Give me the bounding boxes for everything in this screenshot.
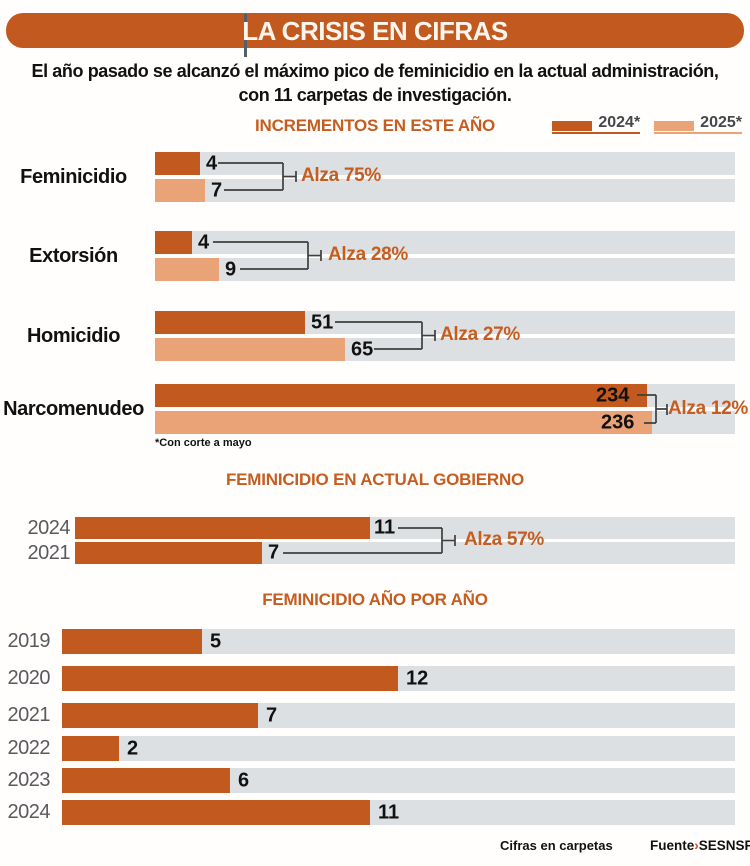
bar-feminicidio-2024 bbox=[155, 152, 200, 175]
legend-item-2024: 2024* bbox=[552, 114, 641, 134]
source-arrow-icon: › bbox=[694, 838, 699, 853]
section-title-anio-por-anio: FEMINICIDIO AÑO POR AÑO bbox=[262, 590, 488, 609]
bar-track: 4 bbox=[155, 152, 735, 175]
bar-feminicidio-2025 bbox=[155, 179, 205, 202]
section-title-incrementos: INCREMENTOS EN ESTE AÑO bbox=[255, 116, 496, 135]
alza-annotation: Alza 28% bbox=[328, 244, 408, 265]
bar-2021 bbox=[62, 703, 258, 728]
category-label-extorsion: Extorsión bbox=[29, 245, 118, 267]
bar-track: 12 bbox=[62, 666, 735, 691]
bar-2020 bbox=[62, 666, 398, 691]
legend-label-2024: 2024* bbox=[598, 114, 641, 131]
bar-value: 11 bbox=[374, 516, 396, 539]
bar-track: 9 bbox=[155, 258, 735, 281]
callout-bracket-icon bbox=[218, 162, 297, 191]
bar-2024 bbox=[62, 800, 370, 825]
bar-value: 2 bbox=[127, 737, 139, 759]
bar-value: 51 bbox=[311, 311, 334, 333]
year-label-2022: 2022 bbox=[7, 737, 51, 759]
footer-source: Fuente›SESNSP bbox=[650, 838, 750, 853]
source-label: Fuente bbox=[650, 838, 695, 853]
year-label-2019: 2019 bbox=[7, 630, 51, 652]
bar-value: 7 bbox=[268, 541, 280, 564]
legend: 2024* 2025* bbox=[552, 114, 742, 134]
bar-value: 4 bbox=[198, 231, 210, 253]
category-label-homicidio: Homicidio bbox=[26, 325, 121, 347]
bar-track: 234 bbox=[155, 384, 735, 407]
bar-value: 7 bbox=[266, 704, 278, 726]
bar-value: 234 bbox=[596, 384, 630, 406]
bar-track: 2 bbox=[62, 736, 735, 761]
bar-value: 12 bbox=[406, 667, 429, 689]
year-label-2021: 2021 bbox=[7, 704, 51, 726]
footnote-corte-mayo: *Con corte a mayo bbox=[155, 437, 252, 449]
legend-swatch-2024 bbox=[552, 121, 593, 131]
bar-extorsion-2025 bbox=[155, 258, 219, 281]
bar-track: 11 bbox=[62, 800, 735, 825]
bar-homicidio-2025 bbox=[155, 338, 345, 361]
bar-track: 7 bbox=[62, 703, 735, 728]
bar-value: 236 bbox=[601, 411, 635, 433]
bar-value: 6 bbox=[238, 769, 250, 791]
bar-homicidio-2024 bbox=[155, 311, 305, 334]
bar-track: 65 bbox=[155, 338, 735, 361]
bar-value: 4 bbox=[206, 152, 218, 174]
year-label-2021: 2021 bbox=[27, 542, 71, 564]
page-title: LA CRISIS EN CIFRAS bbox=[242, 16, 508, 46]
subtitle-line-2: con 11 carpetas de investigación. bbox=[238, 85, 512, 105]
bar-2019 bbox=[62, 629, 202, 654]
title-tick-bar bbox=[244, 14, 247, 57]
bar-track: 4 bbox=[155, 231, 735, 254]
alza-annotation: Alza 75% bbox=[301, 165, 381, 186]
bar-value: 9 bbox=[225, 258, 237, 280]
alza-annotation: Alza 12% bbox=[668, 398, 748, 419]
category-label-narcomenudeo: Narcomenudeo bbox=[3, 398, 144, 420]
footer-note: Cifras en carpetas bbox=[500, 838, 613, 853]
callout-bracket-icon bbox=[213, 241, 322, 270]
bar-track: 6 bbox=[62, 768, 735, 793]
year-label-2020: 2020 bbox=[7, 667, 51, 689]
bar-narcomenudeo-2024 bbox=[155, 384, 647, 407]
bar-gobierno-2021 bbox=[75, 542, 262, 564]
section-title-actual-gobierno: FEMINICIDIO EN ACTUAL GOBIERNO bbox=[225, 470, 525, 489]
alza-annotation: Alza 57% bbox=[464, 529, 544, 550]
bar-track: 5 bbox=[62, 629, 735, 654]
bar-track: 7 bbox=[155, 179, 735, 202]
callout-bracket-icon bbox=[283, 527, 456, 554]
year-label-2023: 2023 bbox=[7, 769, 51, 791]
legend-swatch-2025 bbox=[654, 121, 695, 131]
alza-annotation: Alza 27% bbox=[440, 324, 520, 345]
callout-bracket-icon bbox=[335, 321, 436, 350]
bar-extorsion-2024 bbox=[155, 231, 192, 254]
header-banner bbox=[6, 13, 744, 48]
source-name: SESNSP bbox=[698, 838, 750, 853]
bar-track: 236 bbox=[155, 411, 735, 434]
bar-value: 7 bbox=[211, 179, 223, 201]
subtitle-line-1: El año pasado se alcanzó el máximo pico … bbox=[31, 61, 719, 81]
legend-label-2025: 2025* bbox=[700, 114, 742, 131]
legend-item-2025: 2025* bbox=[654, 114, 742, 134]
bar-track: 51 bbox=[155, 311, 735, 334]
bar-value: 11 bbox=[378, 801, 400, 823]
category-label-feminicidio: Feminicidio bbox=[20, 166, 127, 188]
bar-2023 bbox=[62, 768, 230, 793]
bar-narcomenudeo-2025 bbox=[155, 411, 652, 434]
year-label-2024-b: 2024 bbox=[7, 801, 51, 823]
bar-gobierno-2024 bbox=[75, 517, 370, 539]
callout-bracket-icon bbox=[637, 394, 668, 424]
bar-value: 65 bbox=[351, 338, 374, 360]
bar-2022 bbox=[62, 736, 119, 761]
year-label-2024: 2024 bbox=[27, 517, 71, 539]
bar-value: 5 bbox=[210, 630, 222, 652]
